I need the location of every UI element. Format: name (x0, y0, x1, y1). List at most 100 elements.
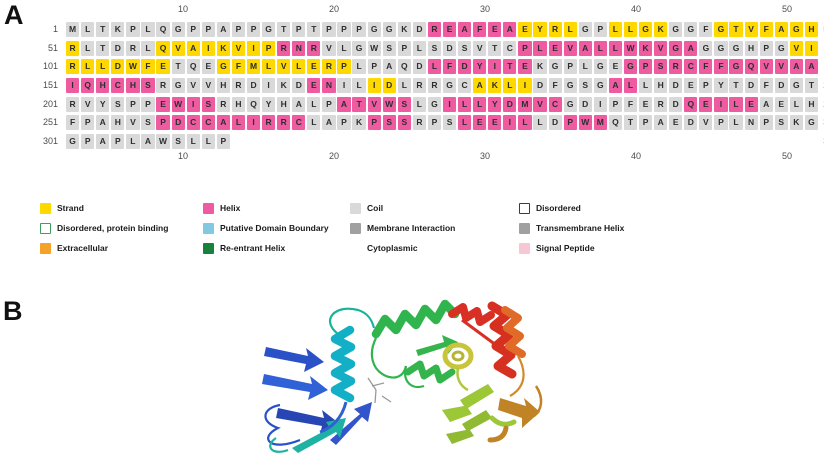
residue-cell: R (307, 40, 321, 56)
residue-cell: W (171, 96, 185, 112)
residue-cell: L (729, 115, 743, 131)
residue-cell: H (804, 96, 819, 112)
residue-cell: G (638, 22, 653, 37)
residue-cell: A (774, 22, 788, 37)
panel-a-label: A (4, 0, 24, 30)
residue-cell: G (714, 22, 728, 37)
residue-cell: E (156, 96, 170, 112)
residue-cell: R (277, 115, 291, 131)
residue-cell: D (382, 78, 396, 94)
residue-cell: D (684, 115, 698, 131)
residue-cell: Q (684, 96, 698, 112)
residue-cell: D (458, 59, 472, 75)
residue-cell: I (804, 40, 819, 56)
residue-cell: C (201, 115, 215, 131)
residue-cell: L (623, 22, 638, 37)
residue-cell: V (473, 40, 487, 56)
residue-cell: R (654, 96, 668, 112)
residue-cell: V (277, 59, 291, 75)
residue-cell: K (111, 22, 125, 37)
residue-cell: Q (186, 59, 200, 75)
residue-cell: I (442, 96, 457, 112)
residue-cell: L (458, 115, 472, 131)
residue-cell: I (593, 96, 607, 112)
residue-cell: L (578, 59, 592, 75)
residue-cell: P (638, 59, 653, 75)
residue-cell: K (277, 78, 291, 94)
residue-cell: L (533, 40, 547, 56)
residue-cell: P (337, 59, 351, 75)
residue-cell: A (96, 134, 110, 150)
residue-cell: A (684, 40, 698, 56)
residue-cell: G (593, 59, 607, 75)
residue-cell: E (488, 22, 502, 37)
row-start-number: 101 (42, 61, 58, 72)
residue-cell: R (277, 40, 291, 56)
residue-cell: A (473, 78, 487, 94)
alpha-helix-red-top (448, 303, 495, 326)
residue-cell: Y (714, 78, 728, 94)
residue-cell: P (186, 22, 200, 37)
residue-cell: A (804, 59, 819, 75)
residue-cell: A (141, 134, 155, 150)
residue-cell: P (231, 22, 246, 37)
residue-cell: E (518, 59, 532, 75)
residue-cell: G (563, 78, 577, 94)
residue-cell: L (397, 78, 411, 94)
residue-cell: R (669, 59, 683, 75)
ruler-tick: 30 (480, 151, 491, 161)
residue-cell: D (442, 40, 457, 56)
residue-cell: W (382, 96, 396, 112)
residue-cell: G (171, 78, 185, 94)
residue-cell: L (427, 59, 442, 75)
residue-cell: G (684, 22, 698, 37)
residue-cell: G (669, 40, 683, 56)
residue-cell: K (654, 22, 668, 37)
residue-cell: I (714, 96, 728, 112)
residue-cell: C (458, 78, 472, 94)
legend-swatch (519, 223, 530, 234)
ruler-tick: 30 (480, 4, 491, 14)
residue-cell: F (548, 78, 562, 94)
legend-label: Re-entrant Helix (220, 243, 286, 253)
residue-cell: F (442, 59, 457, 75)
residue-cell: H (277, 96, 291, 112)
legend-label: Extracellular (57, 243, 109, 253)
annotation-legend: Strand Disordered, protein binding Extrace… (0, 200, 824, 260)
legend-swatch (203, 223, 214, 234)
legend-item: Disordered (519, 202, 581, 215)
residue-cell: E (442, 22, 457, 37)
residue-cell: Y (488, 96, 502, 112)
residue-cell: D (171, 115, 185, 131)
residue-cell: E (774, 96, 788, 112)
residue-cell: L (593, 40, 607, 56)
residue-cell: V (759, 59, 773, 75)
residue-cell: L (126, 134, 140, 150)
residue-cell: S (654, 59, 668, 75)
residue-cell: P (638, 115, 653, 131)
residue-cell: L (412, 96, 426, 112)
residue-cell: R (66, 40, 80, 56)
residue-cell: E (307, 59, 321, 75)
row-start-number: 251 (42, 117, 58, 128)
sequence-row: 301GPAPLAWSLLP311 (0, 134, 824, 150)
residue-cell: L (473, 96, 487, 112)
residue-cell: G (729, 59, 743, 75)
residue-cell: Q (246, 96, 261, 112)
residue-cell: G (729, 40, 743, 56)
residue-cell: I (262, 78, 276, 94)
residue-cell: R (231, 78, 246, 94)
residue-cell: L (307, 115, 321, 131)
residue-cell: G (171, 22, 185, 37)
residue-cell: R (126, 40, 140, 56)
row-start-number: 51 (47, 42, 58, 53)
residue-cell: S (397, 96, 411, 112)
legend-label: Membrane Interaction (367, 223, 456, 233)
residue-cell: C (503, 40, 517, 56)
ruler-tick: 10 (178, 4, 189, 14)
residue-cell: Y (96, 96, 110, 112)
residue-cell: H (216, 78, 230, 94)
residue-cell: S (111, 96, 125, 112)
residue-cell: D (669, 78, 683, 94)
